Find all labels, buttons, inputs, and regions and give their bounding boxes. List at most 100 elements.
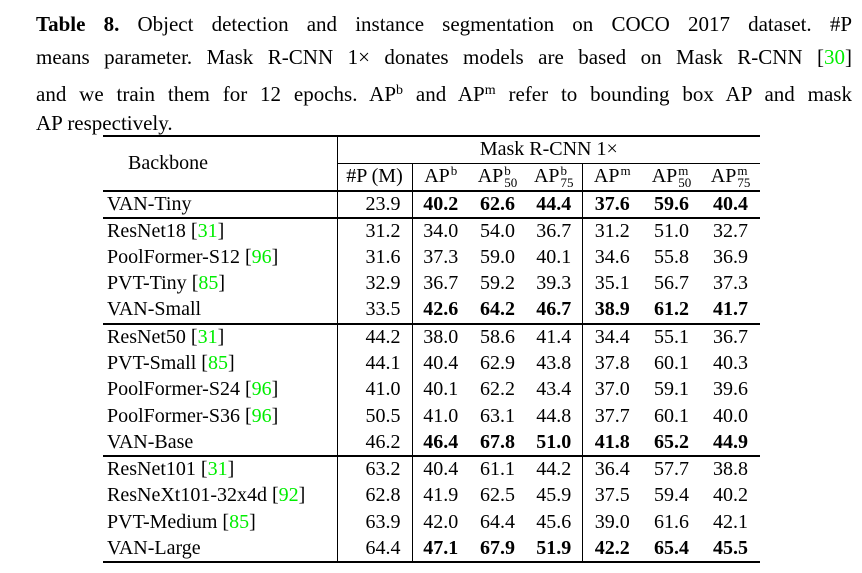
table-row: PoolFormer-S24 [96] 41.0 40.1 62.2 43.4 37.0 5… <box>103 376 760 403</box>
table-header-row: Backbone Mask R-CNN 1× <box>103 136 761 192</box>
ap-label-scripts: b <box>451 164 458 189</box>
citation-link[interactable]: 85 <box>207 351 228 374</box>
col-header-backbone: Backbone <box>103 136 338 192</box>
col-header-apm50: AP m 50 <box>642 162 701 192</box>
ap-label-scripts: m <box>620 164 630 189</box>
table-row: ResNet50 [31] 44.2 38.0 58.6 41.4 34.4 55.1 36.… <box>103 322 761 350</box>
params-cell: 31.2 <box>336 216 412 244</box>
ap-value-cell: 38.9 <box>581 297 642 324</box>
ap-label: AP b <box>424 164 458 189</box>
ap-value-cell: 36.7 <box>526 216 582 244</box>
ap-label-sub: 75 <box>737 174 751 190</box>
citation-link[interactable]: 31 <box>197 219 218 242</box>
citation-link[interactable]: 85 <box>229 510 250 533</box>
ap-label-scripts: m 50 <box>678 162 692 190</box>
table-row: VAN-Large 64.4 47.1 67.9 51.9 42.2 65.4 45.5 <box>103 535 760 562</box>
ap-value-cell: 40.0 <box>713 404 749 427</box>
ap-value-cell: 44.2 <box>526 455 582 483</box>
col-header-apm: AP m <box>581 163 642 192</box>
backbone-name: PoolFormer-S24 <box>107 378 240 401</box>
citation-link[interactable]: 96 <box>251 378 272 401</box>
ap-value-cell: 63.1 <box>480 404 515 427</box>
backbone-cell: ResNeXt101-32x4d [92] <box>107 484 306 507</box>
ap-value-cell: 37.7 <box>581 403 642 430</box>
ap-value-cell: 34.6 <box>581 244 642 271</box>
citation-link[interactable]: 92 <box>278 484 299 507</box>
caption-text: b <box>396 83 404 98</box>
ap-label-scripts: b 50 <box>504 162 517 189</box>
citation-link[interactable]: 96 <box>251 245 272 268</box>
table-row: VAN-Tiny 23.9 40.2 62.6 44.4 37.6 59.6 40.4 <box>103 191 760 218</box>
ap-value-cell: 38.8 <box>701 455 761 483</box>
ap-value-cell: 51.9 <box>536 536 572 559</box>
ap-value-cell: 59.4 <box>654 484 689 507</box>
caption-text: and we train them for 12 epochs. AP <box>36 82 397 106</box>
citation-link[interactable]: 96 <box>251 404 272 427</box>
col-header-apb50: AP b 50 <box>469 162 526 192</box>
ap-value-cell: 64.4 <box>480 510 515 533</box>
ap-value-cell: 42.2 <box>581 535 642 562</box>
ap-value-cell: 42.0 <box>411 509 469 536</box>
ap-value-cell: 45.6 <box>536 510 572 533</box>
backbone-cell: PoolFormer-S12 [96] <box>107 245 279 268</box>
ap-value-cell: 67.9 <box>480 536 515 559</box>
ap-value-cell: 43.8 <box>536 351 572 374</box>
table-subheader-row: #P (M) AP b AP b 50 AP b 75 AP m AP m 50 AP m 75 <box>103 162 761 192</box>
ap-value-cell: 41.9 <box>411 482 469 509</box>
ap-value-cell: 59.2 <box>480 272 515 295</box>
ap-value-cell: 41.0 <box>411 403 469 430</box>
backbone-name: VAN-Large <box>107 536 201 559</box>
backbone-cell: ResNet101 [31] <box>103 455 337 483</box>
table-row: PoolFormer-S36 [96] 50.5 41.0 63.1 44.8 37.7 6… <box>103 403 760 430</box>
backbone-cell: PVT-Medium [85] <box>107 510 256 533</box>
ap-value-cell: 43.4 <box>536 378 572 401</box>
params-cell: 46.2 <box>336 429 412 456</box>
ap-label-sup: m <box>678 162 689 178</box>
ap-label-sup: b <box>504 162 511 178</box>
caption-text: Object detection and instance segmentati… <box>119 12 852 36</box>
backbone-name: ResNet101 <box>107 458 196 481</box>
params-cell: 33.5 <box>336 297 412 324</box>
params-cell: 64.4 <box>336 535 412 562</box>
ap-value-cell: 64.2 <box>480 298 515 321</box>
ap-label: AP b 75 <box>533 164 574 189</box>
ap-value-cell: 60.1 <box>654 351 689 374</box>
table-body: VAN-Tiny 23.9 40.2 62.6 44.4 37.6 59.6 40.4 ResN… <box>103 191 761 562</box>
ap-value-cell: 37.5 <box>581 482 642 509</box>
table-row: VAN-Base 46.2 46.4 67.8 51.0 41.8 65.2 44.9 <box>103 429 760 457</box>
ap-value-cell: 55.8 <box>654 245 689 268</box>
ap-label-base: AP <box>710 165 737 188</box>
ap-label-sub: 50 <box>678 174 692 190</box>
citation-link[interactable]: 31 <box>207 458 228 481</box>
ap-label-base: AP <box>533 165 560 188</box>
ap-value-cell: 40.3 <box>713 351 749 374</box>
caption-text: Table 8. <box>36 12 120 36</box>
col-header-apm75: AP m 75 <box>701 163 761 192</box>
ap-value-cell: 42.6 <box>411 297 469 324</box>
table-row: PoolFormer-S12 [96] 31.6 37.3 59.0 40.1 34.6 5… <box>103 244 760 271</box>
ap-value-cell: 65.4 <box>654 536 689 559</box>
ap-value-cell: 40.4 <box>411 350 469 377</box>
backbone-cell: VAN-Base <box>103 430 337 457</box>
ap-label-base: AP <box>593 165 620 188</box>
table-row: ResNet101 [31] 63.2 40.4 61.1 44.2 36.4 57.7 38… <box>103 455 761 483</box>
col-header-params: #P (M) <box>337 163 412 192</box>
ap-value-cell: 61.2 <box>654 298 689 321</box>
citation-link[interactable]: 31 <box>197 325 218 348</box>
ap-value-cell: 40.4 <box>713 192 749 215</box>
params-cell: 63.2 <box>336 455 412 483</box>
ap-label-base: AP <box>651 165 678 188</box>
backbone-cell: PoolFormer-S24 [96] <box>107 378 279 401</box>
ap-value-cell: 40.4 <box>411 455 469 483</box>
params-cell: 62.8 <box>336 482 412 509</box>
citation-link[interactable]: 30 <box>824 45 845 69</box>
backbone-name: VAN-Small <box>107 298 202 321</box>
ap-value-cell: 60.1 <box>654 404 689 427</box>
citation-link[interactable]: 85 <box>198 272 219 295</box>
params-cell: 41.0 <box>336 376 412 403</box>
ap-value-cell: 44.8 <box>536 404 572 427</box>
backbone-cell: PVT-Small [85] <box>107 351 235 374</box>
ap-value-cell: 61.6 <box>654 510 689 533</box>
ap-value-cell: 36.7 <box>701 322 761 350</box>
backbone-cell: ResNet50 [31] <box>103 322 337 350</box>
